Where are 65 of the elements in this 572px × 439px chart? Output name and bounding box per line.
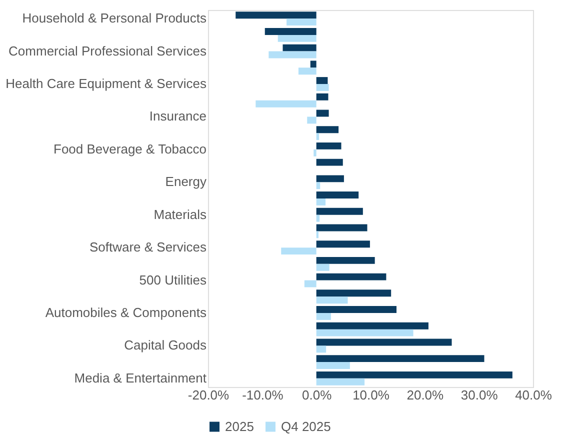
bar xyxy=(264,28,316,35)
bar xyxy=(310,60,316,68)
bar xyxy=(304,280,316,288)
bar xyxy=(316,93,328,100)
x-tick-label: 40.0% xyxy=(515,388,552,402)
bar xyxy=(281,248,316,255)
bar xyxy=(316,110,329,117)
bar xyxy=(316,290,392,297)
y-tick-label: Automobiles & Components xyxy=(45,304,207,320)
bar xyxy=(286,18,316,26)
y-tick-label: Energy xyxy=(165,174,207,190)
y-tick-label: Health Care Equipment & Services xyxy=(6,76,207,92)
bar xyxy=(316,322,428,330)
x-tick-label: -10.0% xyxy=(242,388,284,402)
y-tick-label: Insurance xyxy=(149,108,206,124)
bar xyxy=(316,126,339,134)
bar xyxy=(316,182,320,190)
bar xyxy=(316,264,330,271)
y-tick-label: Materials xyxy=(154,206,207,222)
bar xyxy=(316,329,414,336)
bar xyxy=(316,256,375,264)
bar xyxy=(316,273,386,280)
y-tick-label: Food Beverage & Tobacco xyxy=(54,141,206,156)
bar xyxy=(256,100,316,108)
y-tick-label: Commercial Professional Services xyxy=(8,43,207,58)
bar xyxy=(316,338,452,346)
bar xyxy=(316,378,365,386)
bar xyxy=(316,208,363,215)
bar xyxy=(268,51,316,58)
bar xyxy=(316,355,484,362)
y-tick-label: Capital Goods xyxy=(124,338,207,353)
bar xyxy=(316,362,350,370)
bar xyxy=(316,175,344,182)
x-tick-label: 20.0% xyxy=(406,388,444,402)
bar xyxy=(316,306,396,313)
bar xyxy=(316,77,328,84)
bar xyxy=(316,312,331,320)
legend-label: 2025 xyxy=(225,418,254,434)
y-tick-label: Household & Personal Products xyxy=(22,10,207,26)
bar xyxy=(316,133,320,140)
bar xyxy=(282,44,316,52)
bar xyxy=(307,116,316,124)
y-tick-label: Software & Services xyxy=(89,240,207,255)
legend-label: Q4 2025 xyxy=(281,418,331,434)
x-tick-label: 10.0% xyxy=(352,388,390,402)
bar xyxy=(298,68,316,75)
bar xyxy=(316,224,368,232)
bar xyxy=(278,34,316,42)
x-tick-label: 30.0% xyxy=(460,388,498,402)
bar xyxy=(316,240,370,248)
bar xyxy=(314,149,316,156)
x-tick-label: -20.0% xyxy=(188,388,230,402)
y-tick-label: 500 Utilities xyxy=(139,272,207,288)
y-tick-label: Media & Entertainment xyxy=(74,370,207,386)
bar xyxy=(316,198,326,206)
bar xyxy=(316,158,343,166)
bar xyxy=(316,371,512,378)
bar xyxy=(316,192,359,198)
bar xyxy=(316,296,348,304)
bar xyxy=(236,12,316,19)
bar xyxy=(316,142,342,150)
bar xyxy=(316,346,326,353)
bar xyxy=(316,84,329,91)
x-tick-label: 0.0% xyxy=(302,388,332,402)
bar xyxy=(316,214,320,222)
